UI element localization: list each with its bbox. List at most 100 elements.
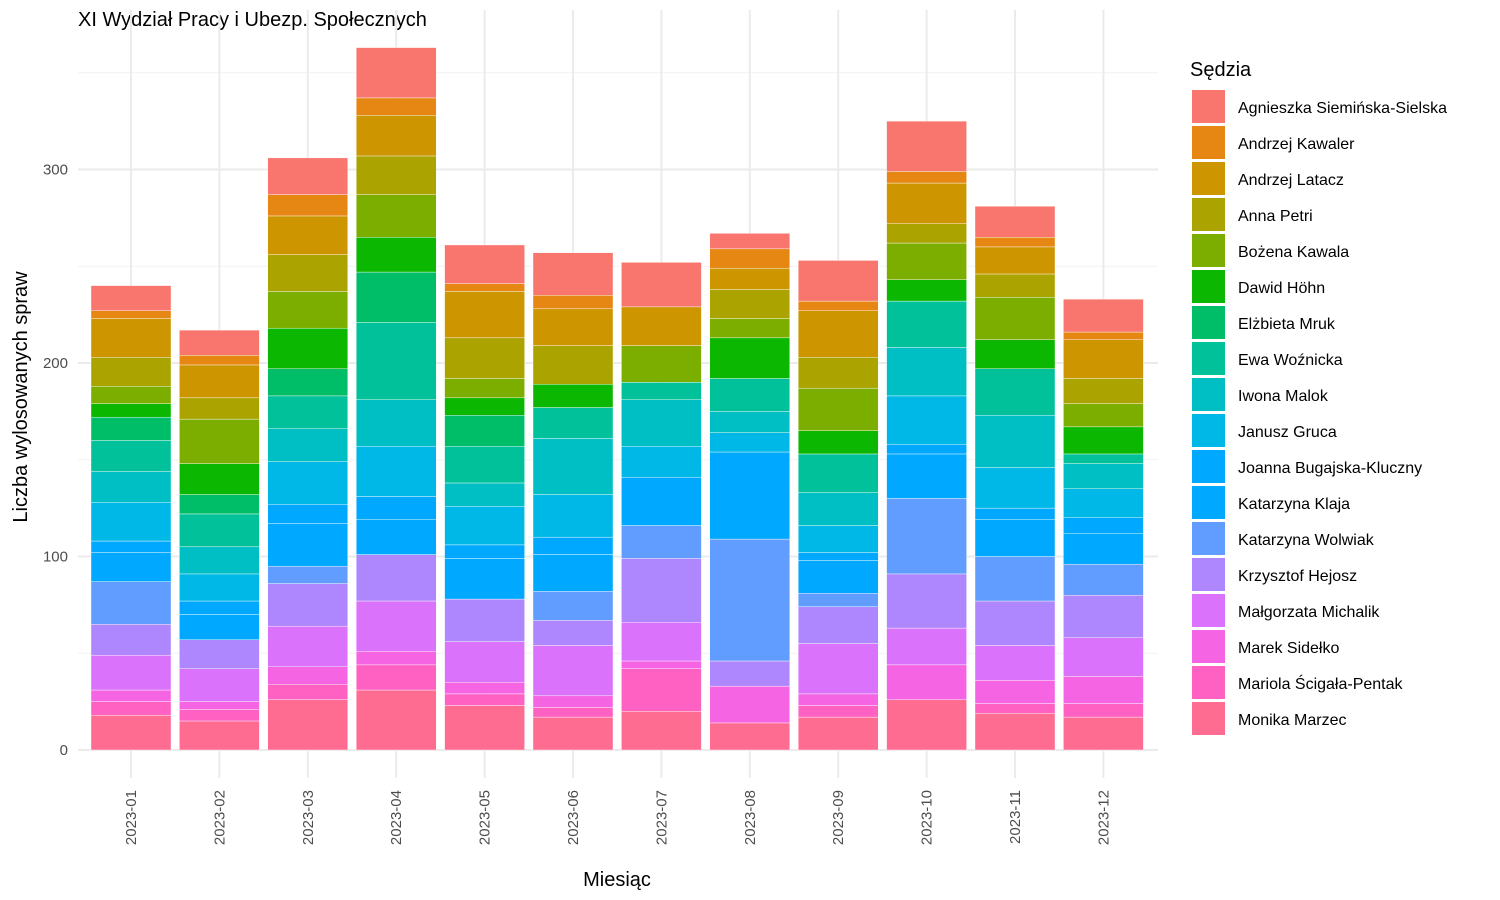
y-tick-label: 0	[60, 742, 68, 759]
bar-segment	[90, 318, 172, 358]
legend-label: Anna Petri	[1238, 208, 1313, 225]
bar-segment	[1063, 517, 1144, 534]
bar-segment	[798, 705, 879, 718]
legend-item: Andrzej Kawaler	[1192, 126, 1355, 159]
bar-segment	[886, 347, 967, 397]
bar-stack-2023-09	[798, 260, 879, 751]
bar-segment	[886, 444, 967, 455]
bar-segment	[179, 639, 260, 669]
x-tick-label: 2023-06	[565, 790, 582, 845]
bar-segment	[356, 237, 437, 273]
bar-segment	[1063, 564, 1144, 596]
bar-segment	[974, 246, 1056, 275]
bar-segment	[798, 593, 879, 608]
chart-title: XI Wydział Pracy i Ubezp. Społecznych	[78, 9, 427, 31]
bar-segment	[886, 171, 967, 184]
x-tick-label: 2023-07	[653, 790, 670, 845]
bar-segment	[90, 386, 172, 404]
bar-segment	[179, 668, 260, 702]
bar-segment	[90, 356, 172, 387]
bar-segment	[267, 327, 348, 370]
bar-segment	[90, 714, 172, 751]
bar-segment	[798, 693, 879, 706]
bar-segment	[974, 680, 1056, 704]
bar-segment	[444, 482, 525, 507]
legend-label: Bożena Kawala	[1238, 244, 1349, 261]
bar-segment	[90, 581, 172, 625]
bar-segment	[886, 223, 967, 244]
bar-segment	[532, 494, 614, 538]
bar-segment	[90, 540, 172, 553]
legend-key	[1192, 126, 1225, 159]
bar-segment	[621, 711, 702, 751]
legend-label: Krzysztof Hejosz	[1238, 568, 1357, 585]
bar-segment	[532, 345, 614, 385]
legend-item: Ewa Woźnicka	[1192, 342, 1343, 375]
bar-segment	[179, 573, 260, 602]
legend-item: Katarzyna Wolwiak	[1192, 522, 1375, 555]
legend-key	[1192, 558, 1225, 591]
bar-segment	[179, 355, 260, 366]
bar-segment	[1063, 595, 1144, 638]
bar-segment	[532, 536, 614, 555]
bar-stack-2023-11	[974, 206, 1056, 751]
bar-segment	[1063, 716, 1144, 751]
bar-segment	[798, 310, 879, 358]
bar-segment	[621, 668, 702, 712]
legend: Agnieszka Siemińska-Sielska Andrzej Kawal…	[1192, 90, 1447, 735]
legend-key	[1192, 234, 1225, 267]
bar-segment	[1063, 488, 1144, 518]
bar-segment	[90, 502, 172, 542]
bar-segment	[798, 260, 879, 302]
bar-segment	[1063, 378, 1144, 404]
bar-segment	[532, 707, 614, 718]
bar-stack-2023-10	[886, 120, 967, 751]
bar-segment	[356, 600, 437, 652]
bar-segment	[179, 709, 260, 722]
bar-segment	[267, 368, 348, 397]
bar-segment	[267, 194, 348, 217]
legend-key	[1192, 630, 1225, 663]
bar-segment	[621, 558, 702, 623]
bar-segment	[709, 538, 790, 662]
bar-segment	[90, 310, 172, 319]
bar-stack-2023-06	[532, 252, 614, 751]
bar-segment	[974, 206, 1056, 238]
legend-key	[1192, 486, 1225, 519]
bar-segment	[974, 339, 1056, 370]
bar-stacks	[90, 47, 1144, 751]
bar-segment	[444, 544, 525, 559]
legend-key	[1192, 702, 1225, 735]
bar-segment	[974, 703, 1056, 714]
bar-segment	[974, 507, 1056, 520]
legend-label: Andrzej Kawaler	[1238, 136, 1355, 153]
legend-key	[1192, 666, 1225, 699]
bar-segment	[444, 558, 525, 600]
y-tick-label: 300	[43, 162, 68, 179]
bar-segment	[709, 233, 790, 250]
x-tick-label: 2023-08	[742, 790, 759, 845]
legend-label: Agnieszka Siemińska-Sielska	[1238, 100, 1447, 117]
bar-segment	[356, 519, 437, 555]
x-tick-label: 2023-03	[300, 790, 317, 845]
bar-segment	[267, 395, 348, 429]
bar-segment	[90, 701, 172, 716]
bar-segment	[886, 120, 967, 172]
bar-stack-2023-04	[356, 47, 437, 751]
bar-segment	[356, 155, 437, 195]
bar-segment	[444, 598, 525, 642]
bar-segment	[179, 329, 260, 356]
legend-key	[1192, 306, 1225, 339]
bar-segment	[1063, 463, 1144, 489]
bar-segment	[267, 625, 348, 667]
bar-segment	[532, 295, 614, 310]
bar-segment	[621, 382, 702, 400]
bar-segment	[532, 554, 614, 592]
bar-segment	[974, 713, 1056, 751]
x-tick-label: 2023-01	[123, 790, 140, 845]
bar-segment	[1063, 703, 1144, 718]
bar-segment	[444, 682, 525, 695]
bar-segment	[179, 463, 260, 495]
bar-segment	[1063, 426, 1144, 455]
